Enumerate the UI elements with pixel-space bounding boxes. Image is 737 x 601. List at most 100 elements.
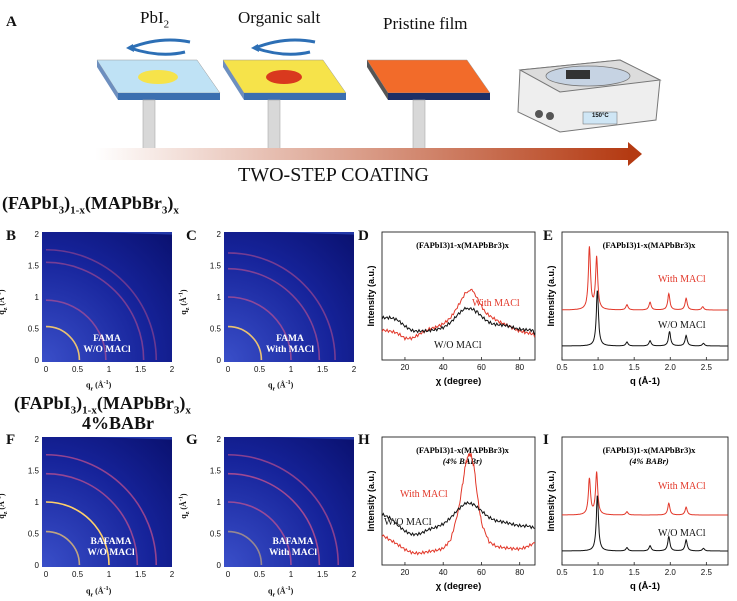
chart-d-legend-wo-macl: W/O MACl	[434, 340, 482, 351]
step-organic-salt-label: Organic salt	[238, 8, 321, 27]
chart-i-title: (FAPbI3)1-x(MAPbBr3)x	[603, 445, 697, 455]
giwaxs-map-c: 0 0.5 1 1.5 2 0 0.5 1 1.5 2	[210, 230, 357, 374]
chart-h-xtick: 60	[477, 568, 486, 577]
chart-d-series-with-macl	[381, 288, 536, 341]
giwaxs-map-f: 0 0.5 1 1.5 2 0 0.5 1 1.5 2	[28, 435, 175, 579]
giwaxs-c-wedge	[273, 232, 354, 235]
giwaxs-f-caption: BAFAMA W/O MACl	[87, 537, 135, 558]
giwaxs-map-b: 0 0.5 1 1.5 2 0 0.5 1 1.5 2	[28, 230, 175, 374]
giwaxs-b-ytick: 0	[35, 356, 40, 365]
chart-i-xtick: 0.5	[556, 568, 568, 577]
giwaxs-g-ytick: 2	[217, 435, 222, 444]
giwaxs-b-ytick: 2	[35, 230, 40, 239]
giwaxs-g-xtick: 1.5	[317, 570, 329, 579]
chart-i: (FAPbI3)1-x(MAPbBr3)x(4% BABr) 0.5 1.0 1.5 2…	[546, 436, 729, 592]
giwaxs-g-ytick: 0	[217, 561, 222, 570]
chart-i-legend-wo-macl: W/O MACl	[658, 528, 706, 539]
giwaxs-c-ytick: 1.5	[210, 262, 222, 271]
substrate-organic-salt	[222, 59, 347, 153]
chart-h-xtick: 80	[515, 568, 524, 577]
bottom-row-formula-line2: 4%BABr	[82, 413, 154, 433]
chart-e-xtick: 2.0	[665, 363, 677, 372]
giwaxs-g-ytick: 1	[217, 498, 222, 507]
giwaxs-f-ring-2	[45, 472, 139, 566]
panel-label-d: D	[358, 228, 369, 244]
chart-h-frame	[381, 436, 536, 566]
giwaxs-c-ytick: 1	[217, 293, 222, 302]
chart-h-xlabel: χ (degree)	[436, 581, 482, 592]
giwaxs-b-xtick: 1	[107, 365, 112, 374]
giwaxs-b-xtick: 0.5	[72, 365, 84, 374]
giwaxs-g-caption: BAFAMA With MACl	[268, 537, 318, 558]
panel-label-f: F	[6, 432, 16, 448]
panel-label-b: B	[6, 228, 17, 244]
chart-d-legend-with-macl: With MACl	[472, 298, 520, 309]
panel-label-g: G	[186, 432, 198, 448]
giwaxs-b-background	[42, 232, 172, 362]
step-pristine-film-label: Pristine film	[383, 14, 468, 33]
hotplate-temperature: 150°C	[592, 113, 609, 119]
chart-h: (FAPbI3)1-x(MAPbBr3)x(4% BABr) 20 40 60 80 χ …	[366, 436, 536, 592]
giwaxs-f-xlabel: qr (Å-1)	[86, 586, 112, 599]
chart-i-ylabel: Intensity (a.u.)	[546, 470, 556, 531]
chart-h-legend-wo-macl: W/O MACl	[384, 517, 432, 528]
giwaxs-b-ytick: 1	[35, 293, 40, 302]
chart-e-xlabel: q (Å-1)	[630, 376, 660, 387]
chart-i-series-with-macl	[562, 471, 728, 516]
giwaxs-f-ytick: 2	[35, 435, 40, 444]
giwaxs-f-wedge	[91, 437, 172, 440]
spin-arrow-icon	[129, 38, 316, 56]
chart-i-frame	[561, 436, 729, 566]
chart-h-series-wo-macl	[381, 501, 536, 537]
step-pbi2-label: PbI2	[140, 8, 170, 31]
giwaxs-b-caption: FAMA W/O MACl	[83, 334, 131, 355]
chart-h-legend-with-macl: With MACl	[400, 489, 448, 500]
giwaxs-g-ring-1	[227, 501, 292, 566]
giwaxs-c-ring-3	[227, 252, 336, 361]
giwaxs-f-xtick: 1	[107, 570, 112, 579]
chart-e-ylabel: Intensity (a.u.)	[546, 265, 556, 326]
chart-d-frame	[381, 231, 536, 361]
chart-d-xlabel: χ (degree)	[436, 376, 482, 387]
giwaxs-b-ring-0	[45, 325, 81, 361]
chart-e-series-wo-macl	[562, 290, 728, 347]
chart-e-xtick: 1.0	[593, 363, 605, 372]
chart-e-legend-with-macl: With MACl	[658, 274, 706, 285]
chart-i-xtick: 1.5	[629, 568, 641, 577]
two-step-coating-label: TWO-STEP COATING	[238, 164, 429, 186]
chart-d-xtick: 40	[439, 363, 448, 372]
hotplate-icon	[517, 59, 662, 133]
giwaxs-b-wedge	[91, 232, 172, 235]
chart-e-frame	[561, 231, 729, 361]
chart-d-xtick: 80	[515, 363, 524, 372]
chart-d-series-wo-macl	[381, 306, 536, 336]
panel-label-a: A	[6, 14, 17, 30]
giwaxs-c-xtick: 1	[289, 365, 294, 374]
giwaxs-c-ring-1	[227, 296, 292, 361]
giwaxs-f-ytick: 1.5	[28, 467, 40, 476]
giwaxs-c-xtick: 0.5	[254, 365, 266, 374]
giwaxs-f-ytick: 0.5	[28, 530, 40, 539]
giwaxs-g-xtick: 0	[226, 570, 231, 579]
chart-h-series-with-macl	[381, 452, 536, 556]
giwaxs-g-ring-3	[227, 453, 340, 566]
giwaxs-c-ring-2	[227, 267, 321, 361]
giwaxs-g-background	[224, 437, 354, 567]
chart-i-xtick: 2.0	[665, 568, 677, 577]
giwaxs-c-ytick: 0	[217, 356, 222, 365]
chart-e-legend-wo-macl: W/O MACl	[658, 320, 706, 331]
giwaxs-f-ytick: 1	[35, 498, 40, 507]
giwaxs-g-xtick: 2	[352, 570, 357, 579]
giwaxs-b-ring-1	[45, 299, 107, 361]
substrate-pbi2	[96, 59, 221, 153]
giwaxs-f-ytick: 0	[35, 561, 40, 570]
chart-h-xtick: 40	[439, 568, 448, 577]
giwaxs-g-ring-2	[227, 472, 321, 566]
panel-label-h: H	[358, 432, 370, 448]
giwaxs-c-xtick: 1.5	[317, 365, 329, 374]
giwaxs-f-xtick: 2	[170, 570, 175, 579]
chart-e-xtick: 2.5	[701, 363, 713, 372]
giwaxs-b-ring-2	[45, 261, 145, 361]
chart-d-title: (FAPbI3)1-x(MAPbBr3)x	[416, 240, 510, 250]
